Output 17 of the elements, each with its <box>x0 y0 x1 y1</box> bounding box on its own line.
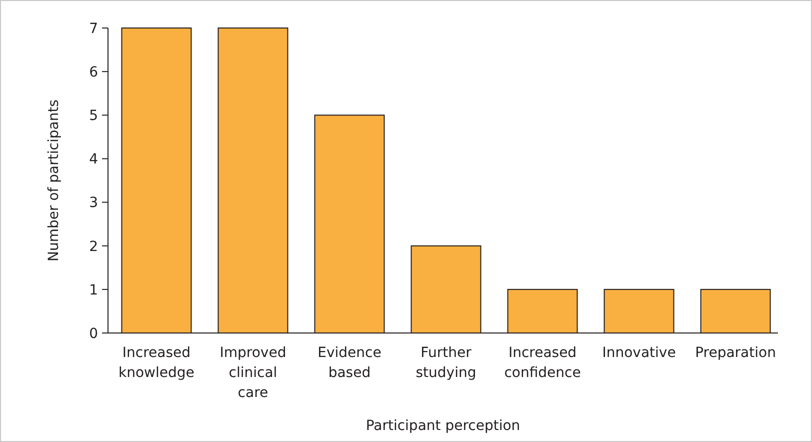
x-tick-label: Improved clinical care <box>220 345 286 401</box>
x-tick-label: Evidence based <box>318 345 382 381</box>
y-tick-label: 7 <box>89 20 98 37</box>
x-tick-label: Further studying <box>416 345 476 381</box>
y-tick-label: 4 <box>89 152 98 168</box>
x-tick-label: Preparation <box>695 345 776 361</box>
y-axis-title: Number of participants <box>46 100 62 262</box>
y-tick-label: 2 <box>89 238 98 255</box>
x-tick-label: Increased knowledge <box>118 345 194 381</box>
x-axis-title: Participant perception <box>366 418 520 434</box>
x-tick-label: Innovative <box>602 345 676 361</box>
y-tick-label: 5 <box>89 108 98 124</box>
y-tick-label: 0 <box>89 326 98 342</box>
y-tick-label: 3 <box>89 195 98 212</box>
x-tick-label: Increased confidence <box>504 345 581 381</box>
y-tick-label: 1 <box>89 282 98 298</box>
y-tick-label: 6 <box>89 64 98 80</box>
